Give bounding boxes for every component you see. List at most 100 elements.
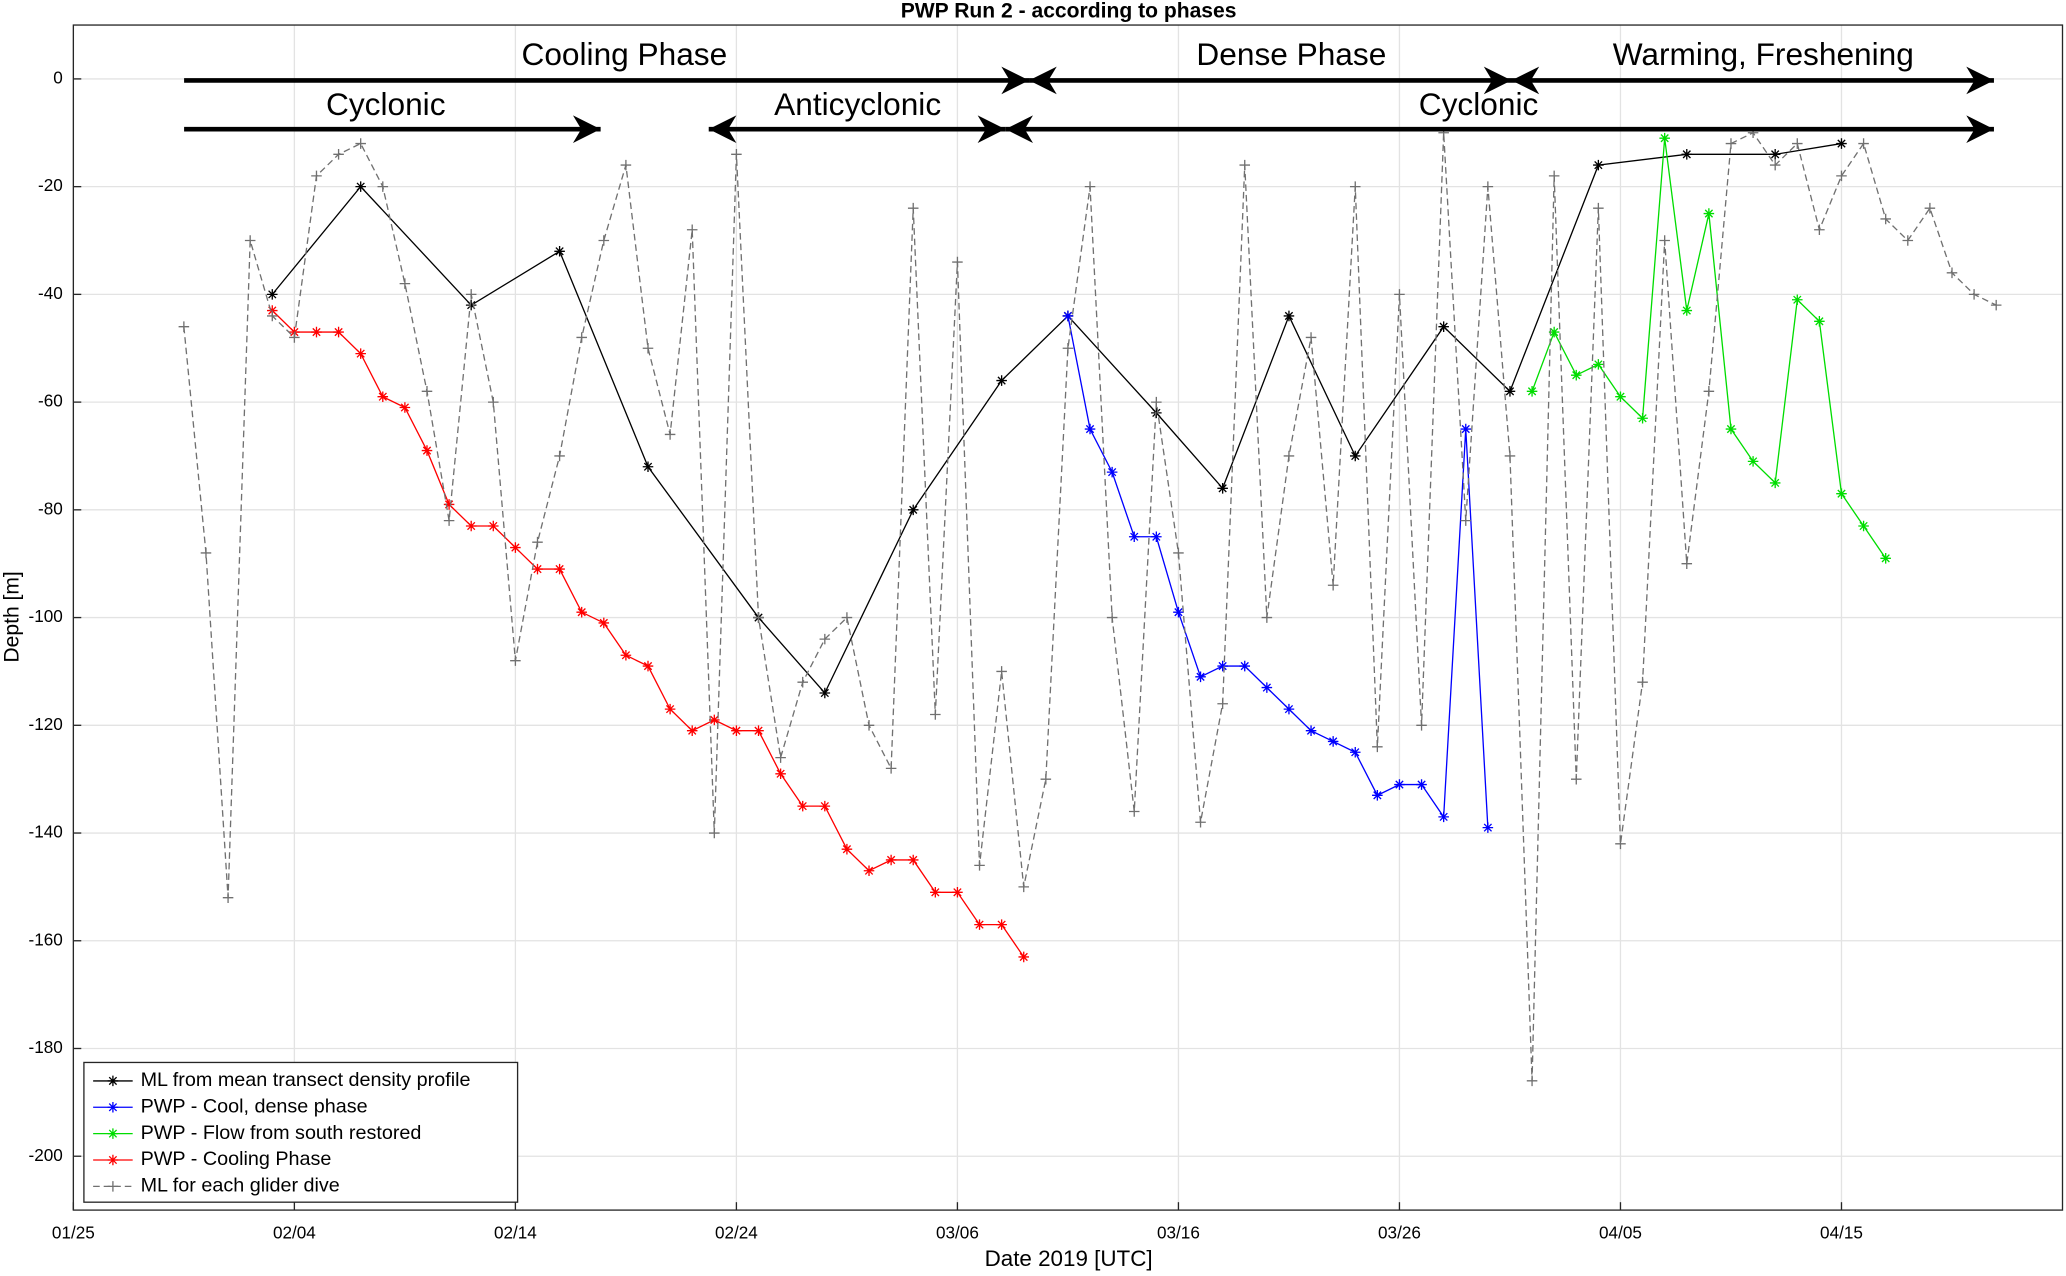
legend-marker bbox=[107, 1181, 119, 1192]
data-point bbox=[731, 149, 742, 160]
data-point bbox=[819, 687, 831, 699]
data-point bbox=[1615, 838, 1626, 850]
data-point bbox=[885, 763, 897, 774]
data-point bbox=[1548, 170, 1560, 182]
data-point bbox=[1349, 746, 1361, 758]
annotation: Cooling Phase bbox=[522, 36, 728, 72]
data-point bbox=[1747, 456, 1759, 467]
data-point bbox=[1836, 170, 1847, 182]
data-point bbox=[1659, 235, 1670, 246]
y-tick-label: -80 bbox=[38, 498, 63, 518]
data-point bbox=[996, 666, 1007, 677]
data-point bbox=[222, 892, 234, 903]
data-point bbox=[1239, 660, 1251, 672]
data-point bbox=[620, 650, 632, 661]
data-point bbox=[465, 299, 477, 311]
data-point bbox=[907, 504, 919, 516]
x-tick-label: 03/06 bbox=[936, 1222, 979, 1242]
x-tick-label: 02/14 bbox=[494, 1222, 537, 1242]
data-point bbox=[1040, 773, 1052, 785]
data-point bbox=[907, 854, 919, 866]
data-point bbox=[421, 386, 433, 397]
data-point bbox=[819, 800, 831, 812]
data-point bbox=[1394, 779, 1405, 790]
data-point bbox=[664, 429, 676, 440]
data-point bbox=[1438, 321, 1449, 332]
series-line bbox=[271, 142, 1842, 695]
data-point bbox=[1482, 822, 1494, 833]
phase-arrows: Cooling Phase Dense Phase Warming, Fresh… bbox=[184, 36, 1994, 144]
data-point bbox=[1593, 159, 1604, 171]
data-point bbox=[996, 375, 1007, 386]
x-tick-label: 04/05 bbox=[1599, 1222, 1642, 1242]
data-point bbox=[1151, 531, 1162, 543]
data-point bbox=[1504, 450, 1516, 462]
data-point bbox=[576, 332, 587, 343]
data-point bbox=[1858, 520, 1869, 532]
data-point bbox=[1814, 316, 1825, 327]
data-point bbox=[819, 633, 831, 645]
data-point bbox=[1128, 531, 1140, 543]
data-point bbox=[1349, 450, 1361, 462]
data-point bbox=[1416, 720, 1427, 731]
data-point bbox=[1593, 202, 1604, 214]
data-point bbox=[267, 289, 278, 300]
data-point bbox=[1261, 682, 1273, 693]
data-point bbox=[1239, 159, 1251, 171]
axes-box bbox=[72, 24, 2064, 1211]
legend-box bbox=[83, 1061, 519, 1203]
data-point bbox=[421, 445, 433, 456]
data-point bbox=[1681, 558, 1693, 569]
data-point bbox=[753, 612, 764, 623]
data-point bbox=[930, 887, 941, 898]
data-point bbox=[399, 402, 411, 413]
y-tick-label: -40 bbox=[38, 283, 63, 303]
data-point bbox=[532, 536, 543, 548]
data-point bbox=[488, 396, 499, 408]
data-point bbox=[1769, 149, 1781, 160]
y-tick-label: 0 bbox=[53, 67, 63, 87]
data-point bbox=[1637, 676, 1648, 688]
data-point bbox=[620, 159, 632, 171]
data-point bbox=[1593, 359, 1604, 370]
data-point bbox=[1305, 332, 1317, 343]
data-point bbox=[1836, 488, 1847, 499]
data-point bbox=[1924, 202, 1936, 214]
y-axis-label: Depth [m] bbox=[0, 571, 23, 662]
data-point bbox=[510, 655, 521, 666]
data-point bbox=[775, 768, 786, 780]
data-point bbox=[311, 170, 322, 182]
data-point bbox=[1792, 294, 1803, 306]
data-point bbox=[686, 725, 698, 736]
data-point bbox=[1769, 159, 1781, 171]
y-tick-label: -140 bbox=[29, 822, 63, 842]
y-tick-label: -160 bbox=[29, 929, 63, 949]
data-point bbox=[488, 520, 499, 532]
data-point bbox=[465, 520, 477, 532]
legend-label: PWP - Cooling Phase bbox=[141, 1148, 332, 1170]
data-point bbox=[311, 326, 322, 338]
data-point bbox=[709, 827, 720, 839]
data-point bbox=[797, 676, 808, 688]
data-point bbox=[1084, 181, 1096, 192]
x-tick-label: 04/15 bbox=[1820, 1222, 1863, 1242]
data-point bbox=[753, 725, 764, 736]
data-point bbox=[1482, 181, 1494, 192]
data-point bbox=[1460, 423, 1472, 435]
data-point bbox=[1946, 267, 1958, 279]
data-point bbox=[1151, 396, 1162, 408]
data-point bbox=[1548, 326, 1560, 338]
chart-title: PWP Run 2 - according to phases bbox=[901, 0, 1237, 22]
data-point bbox=[1173, 547, 1184, 559]
data-point bbox=[1195, 671, 1206, 683]
data-point bbox=[1173, 606, 1184, 618]
data-point bbox=[1394, 289, 1405, 300]
data-point bbox=[1372, 741, 1383, 753]
data-point bbox=[267, 310, 278, 322]
y-tick-label: -100 bbox=[29, 606, 63, 626]
data-point bbox=[1283, 310, 1295, 322]
data-point bbox=[1217, 698, 1228, 710]
data-point bbox=[598, 235, 610, 246]
data-point bbox=[377, 391, 389, 402]
